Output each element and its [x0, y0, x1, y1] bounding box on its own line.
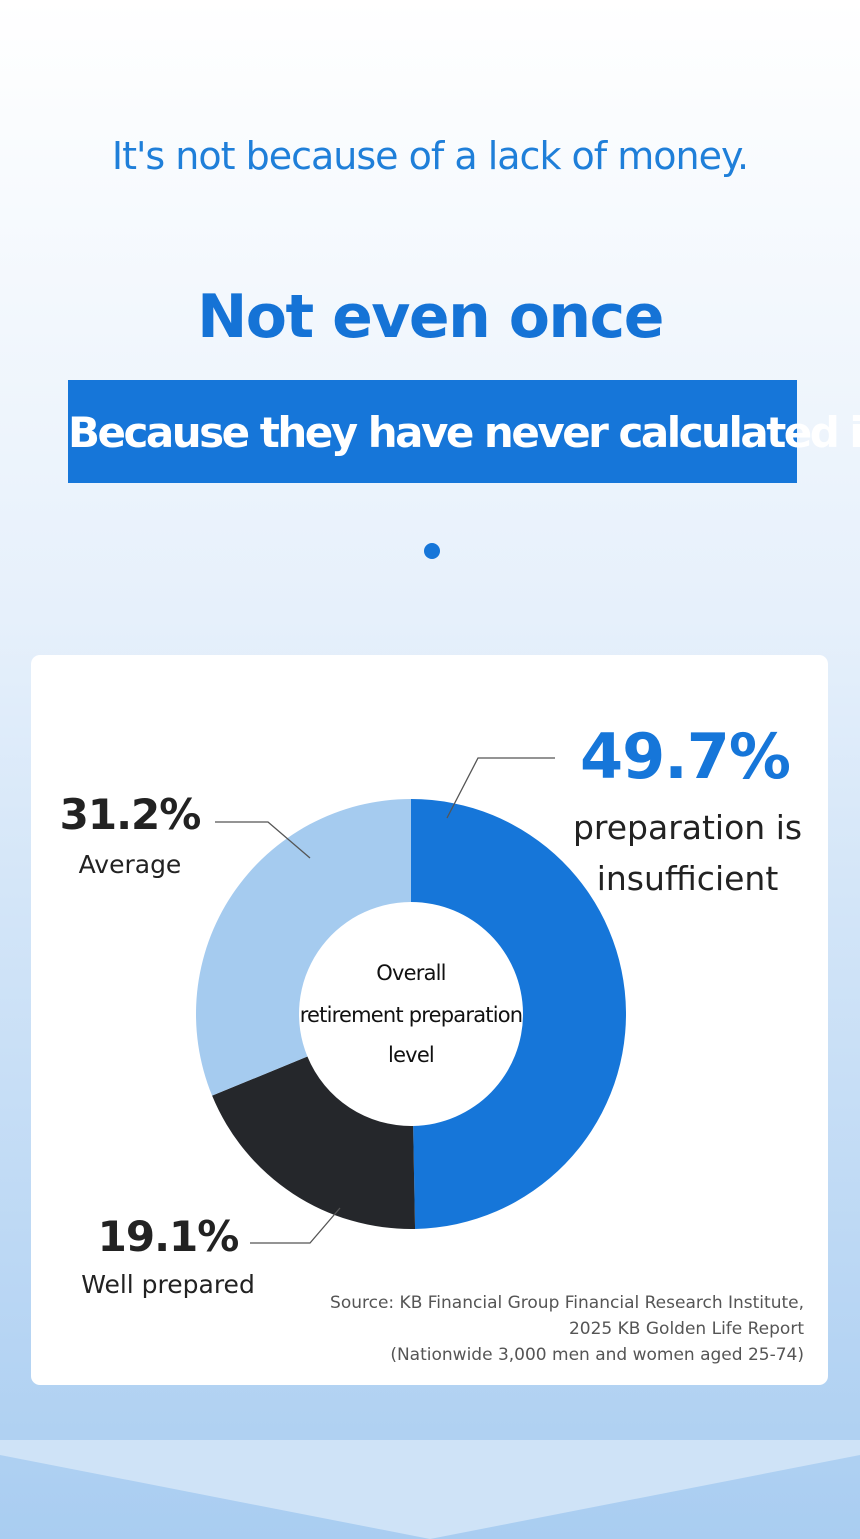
category-label: Average — [78, 850, 182, 879]
center-label: retirement preparation — [299, 1003, 523, 1027]
source: (Nationwide 3,000 men and women aged 25-… — [390, 1345, 804, 1365]
donut-segment — [196, 799, 411, 1096]
category-label: Well prepared — [81, 1270, 255, 1299]
center-label: Overall — [376, 961, 446, 985]
card — [31, 655, 828, 1385]
dot — [424, 543, 440, 559]
value-label: 31.2% — [59, 790, 202, 839]
banner — [68, 380, 797, 483]
subtitle: It's not because of a lack of money. — [111, 134, 749, 178]
leaders — [215, 757, 555, 1244]
donut — [196, 799, 626, 1229]
donut-segment — [212, 1056, 416, 1229]
source: 2025 KB Golden Life Report — [568, 1319, 804, 1339]
title: Not even once — [197, 282, 664, 352]
banner-text: Because they have never calculated it — [68, 408, 860, 457]
value-label: 49.7% — [579, 720, 791, 793]
donut-segment — [411, 799, 626, 1229]
value-label: 19.1% — [97, 1212, 240, 1261]
center-label: level — [388, 1043, 435, 1067]
source: Source: KB Financial Group Financial Res… — [330, 1293, 804, 1313]
chevron — [0, 1440, 860, 1539]
category-label: preparation is insufficient — [572, 808, 803, 898]
